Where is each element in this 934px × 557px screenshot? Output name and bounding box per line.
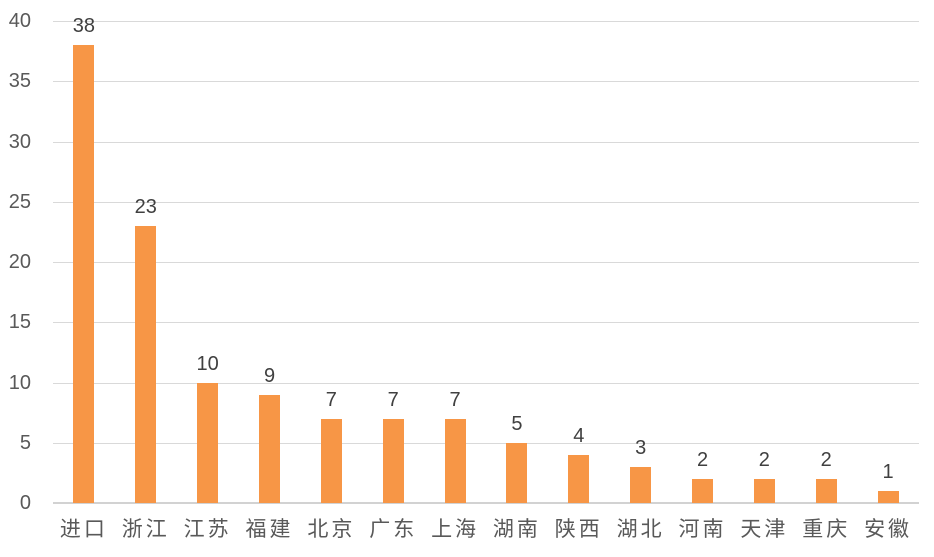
y-axis-tick-label-5: 5 — [19, 431, 31, 454]
x-axis-category-label-湖南: 湖南 — [492, 517, 541, 541]
x-axis-category-label-河南: 河南 — [678, 517, 727, 541]
y-axis-tick-label-10: 10 — [8, 371, 31, 394]
gridline-10 — [53, 382, 919, 384]
y-axis-tick-label-25: 25 — [8, 190, 31, 213]
gridline-5 — [53, 442, 919, 444]
gridline-40 — [53, 21, 919, 22]
data-label-北京: 7 — [325, 388, 337, 411]
y-axis-tick-label-40: 40 — [8, 10, 31, 32]
gridline-15 — [53, 322, 919, 324]
bar-进口 — [73, 45, 95, 503]
y-axis-tick-label-0: 0 — [19, 492, 31, 514]
x-axis-category-label-天津: 天津 — [740, 517, 789, 541]
y-axis-tick-label-35: 35 — [8, 70, 31, 93]
data-label-江苏: 10 — [196, 352, 219, 375]
x-axis-category-label-福建: 福建 — [245, 517, 294, 541]
x-axis-category-label-上海: 上海 — [431, 517, 480, 541]
gridline-35 — [53, 81, 919, 83]
bar-天津 — [753, 478, 775, 503]
x-axis-category-label-北京: 北京 — [307, 517, 356, 541]
x-axis-category-label-进口: 进口 — [59, 517, 108, 541]
data-label-福建: 9 — [263, 364, 276, 387]
data-label-安徽: 1 — [882, 460, 894, 483]
gridline-20 — [53, 262, 919, 263]
x-axis-category-label-安徽: 安徽 — [864, 517, 913, 541]
data-label-河南: 2 — [696, 448, 709, 471]
x-axis-category-label-浙江: 浙江 — [121, 517, 170, 541]
bar-湖北 — [630, 466, 652, 503]
bar-浙江 — [135, 225, 157, 503]
data-label-重庆: 2 — [820, 448, 832, 471]
data-label-湖南: 5 — [511, 412, 523, 435]
y-axis-tick-label-20: 20 — [8, 251, 31, 273]
data-label-广东: 7 — [387, 388, 399, 411]
bar-北京 — [320, 418, 342, 503]
x-axis-category-label-广东: 广东 — [369, 517, 418, 541]
bar-湖南 — [506, 442, 528, 503]
x-axis-line — [53, 502, 919, 504]
data-label-天津: 2 — [758, 448, 770, 471]
bar-河南 — [692, 478, 713, 503]
x-axis-category-label-江苏: 江苏 — [183, 517, 232, 541]
bar-重庆 — [815, 478, 837, 503]
bar-上海 — [444, 418, 466, 503]
data-label-浙江: 23 — [134, 195, 157, 218]
data-label-陕西: 4 — [573, 424, 585, 447]
gridline-30 — [53, 141, 919, 143]
data-label-上海: 7 — [449, 388, 461, 411]
data-label-进口: 38 — [72, 15, 96, 38]
y-axis-tick-label-30: 30 — [8, 130, 31, 153]
y-axis-tick-label-15: 15 — [8, 311, 31, 334]
bar-福建 — [259, 394, 280, 503]
bar-安徽 — [877, 490, 899, 503]
gridline-25 — [53, 201, 919, 203]
x-axis-category-label-重庆: 重庆 — [802, 517, 851, 541]
bar-陕西 — [568, 454, 590, 503]
x-axis-category-label-陕西: 陕西 — [554, 517, 603, 541]
data-label-湖北: 3 — [635, 436, 647, 459]
bar-江苏 — [197, 382, 219, 503]
x-axis-category-label-湖北: 湖北 — [616, 517, 665, 541]
bar-广东 — [382, 418, 404, 503]
